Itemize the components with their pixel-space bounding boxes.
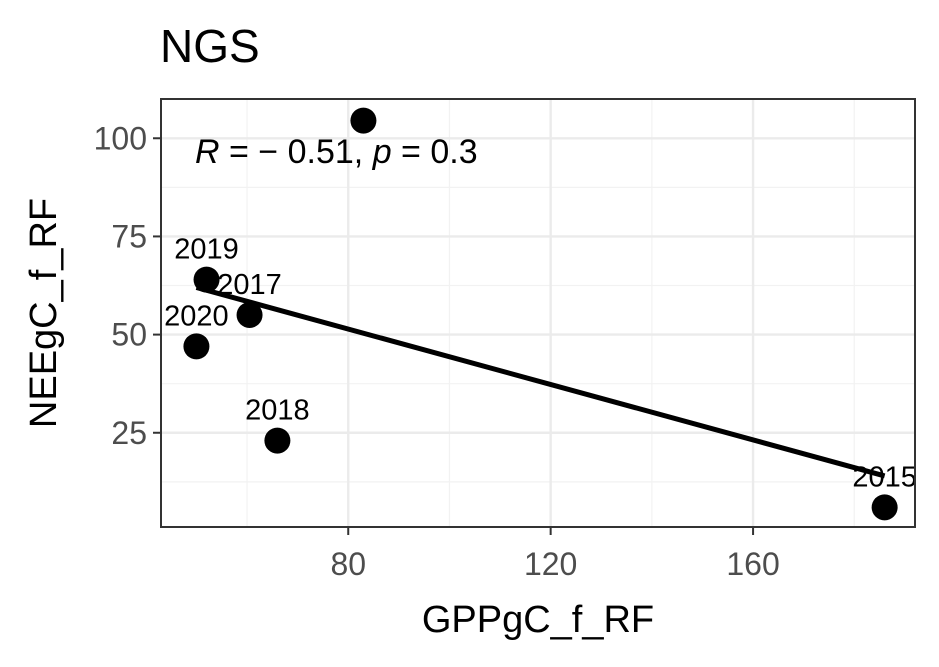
point-label: 2020 (164, 300, 229, 332)
minor-gridlines (161, 99, 915, 527)
p-symbol: p (372, 133, 392, 171)
chart-title: NGS (160, 20, 260, 72)
point-label: 2015 (852, 461, 917, 493)
y-tick-label: 75 (111, 218, 147, 254)
point-labels: 2015 2017 2018 2019 2020 (164, 234, 917, 494)
plot-panel-border (160, 98, 916, 528)
y-axis-title: NEEgC_f_RF (23, 198, 65, 428)
r-symbol: R (195, 133, 220, 171)
data-point (350, 107, 377, 134)
y-tick-label: 25 (111, 415, 147, 451)
regression-line (195, 285, 886, 479)
data-point (264, 427, 291, 454)
y-axis-ticks: 25 50 75 100 (94, 120, 161, 451)
data-point (236, 301, 263, 328)
point-label: 2019 (174, 234, 239, 266)
point-label: 2018 (245, 395, 310, 427)
data-points (183, 107, 898, 521)
x-tick-label: 120 (524, 546, 577, 582)
correlation-annotation: R = − 0.51, p = 0.3 (195, 133, 478, 171)
major-gridlines (161, 99, 915, 527)
x-axis-ticks: 80 120 160 (330, 527, 780, 582)
data-point (193, 266, 220, 293)
p-value: = 0.3 (392, 133, 478, 171)
data-point (183, 333, 210, 360)
data-point (871, 494, 898, 521)
r-value: = − 0.51, (220, 133, 373, 171)
y-tick-label: 100 (94, 120, 147, 156)
x-tick-label: 80 (330, 546, 366, 582)
x-axis-title: GPPgC_f_RF (422, 599, 654, 641)
regression-group (195, 285, 886, 479)
point-label: 2017 (217, 269, 282, 301)
y-tick-label: 50 (111, 317, 147, 353)
x-tick-label: 160 (726, 546, 779, 582)
